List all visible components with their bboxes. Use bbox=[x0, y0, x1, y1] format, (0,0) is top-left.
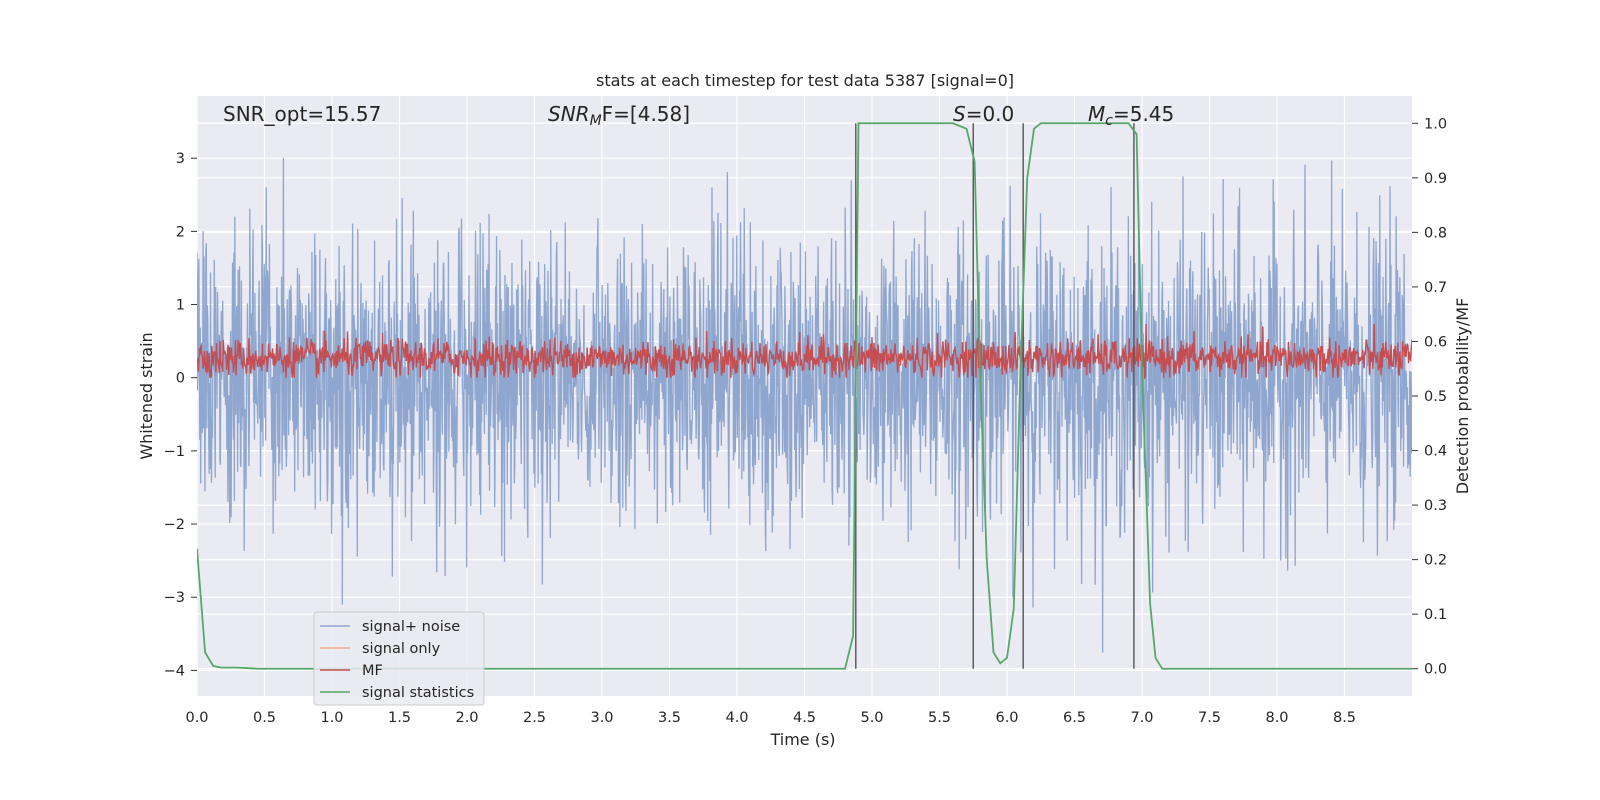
y-right-tick-label: 0.0 bbox=[1424, 662, 1447, 678]
x-tick-label: 4.5 bbox=[793, 710, 816, 726]
y-right-tick-label: 0.7 bbox=[1424, 280, 1447, 296]
y-right-tick-label: 0.9 bbox=[1424, 171, 1447, 187]
x-axis-ticks: 0.0 0.5 1.0 1.5 2.0 2.5 3.0 3.5 4.0 4.5 5.0 5.5 6.0 6… bbox=[185, 710, 1356, 726]
y-axis-right-label: Detection probability/MF bbox=[1453, 298, 1472, 495]
y-right-tick-label: 0.1 bbox=[1424, 607, 1447, 623]
mc-annotation: Mc=5.45 bbox=[1088, 102, 1174, 129]
signal-statistics-line bbox=[197, 122, 1412, 670]
y-right-tick-label: 1.0 bbox=[1424, 116, 1447, 132]
y-left-tick-label: 1 bbox=[176, 298, 185, 314]
y-right-tick-label: 0.4 bbox=[1424, 444, 1447, 460]
x-tick-label: 8.5 bbox=[1333, 710, 1356, 726]
y-left-tick-label: 3 bbox=[176, 151, 185, 167]
legend: signal+ noise signal only MF signal stat… bbox=[313, 611, 485, 706]
x-tick-label: 2.5 bbox=[523, 710, 546, 726]
x-tick-label: 7.5 bbox=[1198, 710, 1221, 726]
x-tick-label: 0.5 bbox=[253, 710, 276, 726]
mc-sub: c bbox=[1105, 113, 1113, 129]
snr-mf-annotation: SNRMF=[4.58] bbox=[548, 102, 690, 129]
snr-mf-sub: M bbox=[590, 113, 602, 129]
mf-line bbox=[197, 323, 1412, 380]
y-right-tick-label: 0.8 bbox=[1424, 225, 1447, 241]
y-axis-left-ticks: −4 −3 −2 −1 0 1 2 3 bbox=[164, 151, 197, 679]
legend-box bbox=[313, 611, 485, 706]
x-tick-label: 2.0 bbox=[455, 710, 478, 726]
mc-main: M bbox=[1088, 102, 1105, 126]
x-tick-label: 3.5 bbox=[658, 710, 681, 726]
x-tick-label: 8.0 bbox=[1265, 710, 1288, 726]
snr-mf-main: SNR bbox=[548, 102, 590, 126]
y-right-tick-label: 0.6 bbox=[1424, 334, 1447, 350]
snr-opt-annotation: SNR_opt=15.57 bbox=[223, 102, 381, 126]
mc-tail: =5.45 bbox=[1113, 102, 1174, 126]
legend-label-signal-only: signal only bbox=[362, 641, 441, 657]
legend-label-signal-noise: signal+ noise bbox=[362, 619, 460, 635]
x-tick-label: 7.0 bbox=[1130, 710, 1153, 726]
event-markers bbox=[855, 123, 1135, 669]
x-axis-label: Time (s) bbox=[769, 730, 835, 749]
y-right-tick-label: 0.5 bbox=[1424, 389, 1447, 405]
y-left-tick-label: −3 bbox=[164, 590, 185, 606]
y-right-tick-label: 0.3 bbox=[1424, 498, 1447, 514]
y-left-tick-label: 2 bbox=[176, 224, 185, 240]
x-tick-label: 3.0 bbox=[590, 710, 613, 726]
s-annotation: S=0.0 bbox=[953, 102, 1014, 126]
chart-title: stats at each timestep for test data 538… bbox=[596, 71, 1014, 90]
legend-label-mf: MF bbox=[362, 663, 383, 679]
s-tail: =0.0 bbox=[966, 102, 1015, 126]
x-tick-label: 0.0 bbox=[185, 710, 208, 726]
legend-label-signal-statistics: signal statistics bbox=[362, 685, 474, 701]
s-main: S bbox=[953, 102, 966, 126]
x-tick-label: 1.0 bbox=[320, 710, 343, 726]
y-left-tick-label: −4 bbox=[164, 663, 185, 679]
y-left-tick-label: −2 bbox=[164, 517, 185, 533]
x-tick-label: 6.5 bbox=[1063, 710, 1086, 726]
y-right-tick-label: 0.2 bbox=[1424, 553, 1447, 569]
x-tick-label: 5.5 bbox=[928, 710, 951, 726]
x-tick-label: 6.0 bbox=[995, 710, 1018, 726]
snr-mf-tail: F=[4.58] bbox=[602, 102, 690, 126]
y-left-tick-label: −1 bbox=[164, 444, 185, 460]
x-tick-label: 1.5 bbox=[388, 710, 411, 726]
y-axis-right-ticks: 0.0 0.1 0.2 0.3 0.4 0.5 0.6 0.7 0.8 0.9 1.0 bbox=[1412, 116, 1447, 678]
x-tick-label: 4.0 bbox=[725, 710, 748, 726]
y-axis-left-label: Whitened strain bbox=[137, 332, 156, 459]
y-left-tick-label: 0 bbox=[176, 371, 185, 387]
x-tick-label: 5.0 bbox=[860, 710, 883, 726]
